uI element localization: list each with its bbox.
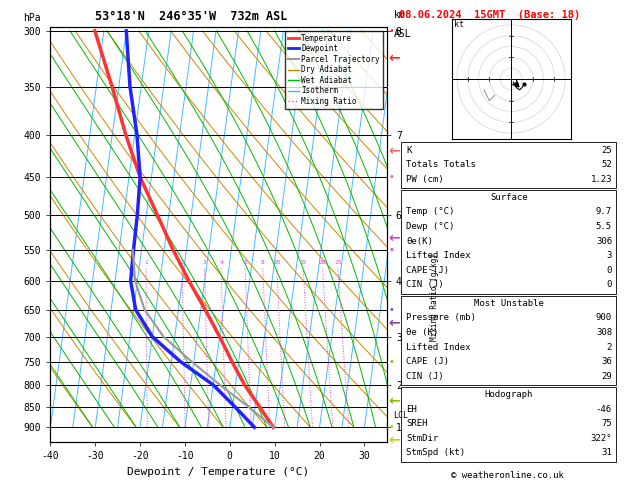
Text: PW (cm): PW (cm)	[406, 175, 444, 184]
Text: 2: 2	[606, 343, 612, 351]
Text: ←: ←	[388, 231, 399, 245]
Text: •: •	[388, 422, 394, 433]
Text: Totals Totals: Totals Totals	[406, 160, 476, 170]
Text: •: •	[388, 357, 394, 366]
Text: Surface: Surface	[490, 193, 528, 202]
Text: LCL: LCL	[394, 411, 409, 419]
Text: •: •	[388, 244, 394, 255]
Text: θe(K): θe(K)	[406, 237, 433, 245]
Text: ←: ←	[388, 394, 399, 408]
Text: Lifted Index: Lifted Index	[406, 251, 471, 260]
Text: 20: 20	[319, 260, 326, 265]
Text: 8: 8	[261, 260, 265, 265]
Text: •: •	[388, 305, 394, 315]
Text: •: •	[388, 26, 394, 36]
Text: 308: 308	[596, 328, 612, 337]
Text: Lifted Index: Lifted Index	[406, 343, 471, 351]
Text: 75: 75	[601, 419, 612, 428]
Text: 25: 25	[601, 146, 612, 155]
Text: ←: ←	[388, 316, 399, 330]
Text: 9.7: 9.7	[596, 208, 612, 216]
Text: StmSpd (kt): StmSpd (kt)	[406, 449, 465, 457]
Text: Mixing Ratio (g/kg): Mixing Ratio (g/kg)	[430, 253, 438, 341]
Text: 0: 0	[606, 266, 612, 275]
X-axis label: Dewpoint / Temperature (°C): Dewpoint / Temperature (°C)	[128, 467, 309, 477]
Text: 2: 2	[181, 260, 184, 265]
Text: StmDir: StmDir	[406, 434, 438, 443]
Text: 0: 0	[606, 280, 612, 289]
Text: EH: EH	[406, 405, 417, 414]
Text: 3: 3	[203, 260, 206, 265]
Text: ←: ←	[388, 52, 399, 65]
Text: 3: 3	[606, 251, 612, 260]
Text: kt: kt	[454, 20, 464, 29]
Text: ←: ←	[388, 144, 399, 157]
Text: 10: 10	[273, 260, 281, 265]
Text: -46: -46	[596, 405, 612, 414]
Text: 322°: 322°	[591, 434, 612, 443]
Text: 4: 4	[220, 260, 223, 265]
Text: 306: 306	[596, 237, 612, 245]
Text: 1.23: 1.23	[591, 175, 612, 184]
Text: 6: 6	[243, 260, 247, 265]
Text: ←: ←	[388, 433, 399, 447]
Text: 25: 25	[334, 260, 342, 265]
Text: 29: 29	[601, 372, 612, 381]
Text: CIN (J): CIN (J)	[406, 372, 444, 381]
Text: 36: 36	[601, 357, 612, 366]
Text: 1: 1	[144, 260, 148, 265]
Text: Pressure (mb): Pressure (mb)	[406, 313, 476, 322]
Text: 52: 52	[601, 160, 612, 170]
Text: 08.06.2024  15GMT  (Base: 18): 08.06.2024 15GMT (Base: 18)	[399, 10, 581, 20]
Text: Dewp (°C): Dewp (°C)	[406, 222, 455, 231]
Text: CAPE (J): CAPE (J)	[406, 357, 449, 366]
Text: θe (K): θe (K)	[406, 328, 438, 337]
Text: © weatheronline.co.uk: © weatheronline.co.uk	[451, 470, 564, 480]
Text: Most Unstable: Most Unstable	[474, 299, 544, 308]
Text: km: km	[394, 11, 405, 20]
Text: 53°18'N  246°35'W  732m ASL: 53°18'N 246°35'W 732m ASL	[96, 10, 288, 22]
Text: 15: 15	[299, 260, 307, 265]
Text: 900: 900	[596, 313, 612, 322]
Text: hPa: hPa	[23, 13, 41, 22]
Text: Hodograph: Hodograph	[485, 390, 533, 399]
Text: Temp (°C): Temp (°C)	[406, 208, 455, 216]
Text: 31: 31	[601, 449, 612, 457]
Legend: Temperature, Dewpoint, Parcel Trajectory, Dry Adiabat, Wet Adiabat, Isotherm, Mi: Temperature, Dewpoint, Parcel Trajectory…	[284, 31, 383, 109]
Text: ASL: ASL	[394, 29, 411, 39]
Text: CIN (J): CIN (J)	[406, 280, 444, 289]
Text: •: •	[388, 172, 394, 182]
Text: SREH: SREH	[406, 419, 428, 428]
Text: CAPE (J): CAPE (J)	[406, 266, 449, 275]
Text: 5.5: 5.5	[596, 222, 612, 231]
Text: K: K	[406, 146, 412, 155]
